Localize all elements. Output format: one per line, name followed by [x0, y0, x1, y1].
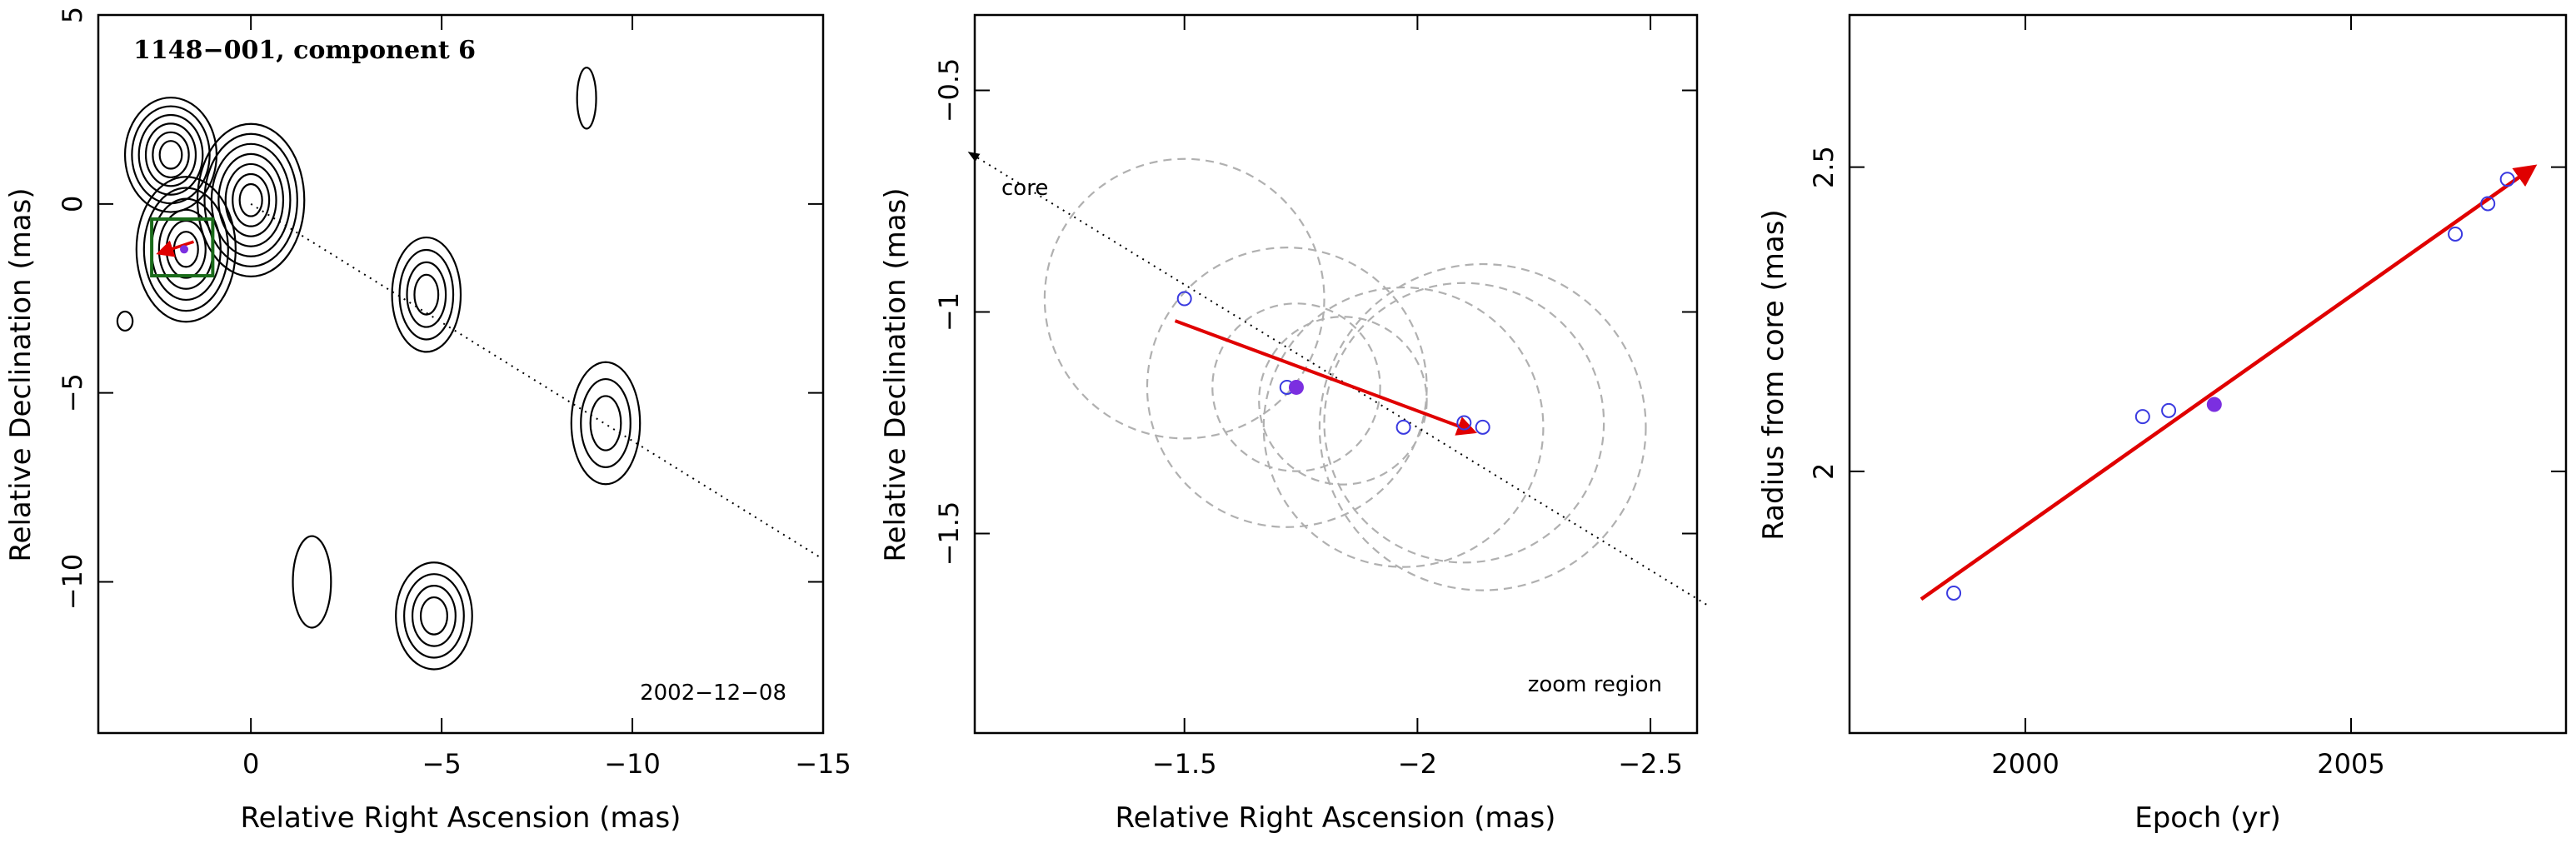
y-tick-label: 0: [57, 196, 88, 212]
y-tick-label: 2.5: [1808, 146, 1840, 188]
circle-layer: [1043, 157, 1647, 591]
data-point-open: [2499, 172, 2515, 187]
overlay-layer: [1920, 164, 2538, 601]
y-tick-label: −5: [57, 373, 88, 412]
data-point-open: [1456, 415, 1472, 431]
contour-knot-4: [580, 377, 632, 468]
contour-knot-3: [413, 273, 440, 316]
contour-core: [224, 162, 277, 237]
contour-knot-1: [158, 140, 183, 170]
contour-knot-5: [419, 596, 448, 636]
date-label: 2002−12−08: [640, 681, 786, 706]
y-tick-label: −1: [933, 292, 965, 332]
y-tick-label: 5: [57, 7, 88, 23]
zoom-box: [150, 217, 215, 278]
data-point-filled: [1288, 379, 1304, 395]
contour-knot-7: [576, 67, 597, 130]
panel-zoom: core zoom region Relative Right Ascensio…: [879, 13, 1707, 835]
fit-circle: [1146, 247, 1428, 528]
contour-core: [217, 152, 285, 247]
fit-circle: [1262, 286, 1545, 568]
x-tick-label: −10: [604, 748, 661, 780]
data-point-open: [2134, 409, 2150, 425]
x-axis-label: Relative Right Ascension (mas): [1116, 801, 1556, 835]
contour-core: [232, 172, 271, 227]
zoom-region-annotation: zoom region: [1528, 672, 1662, 697]
plot-frame: [97, 13, 825, 735]
contour-knot-1: [123, 97, 218, 213]
contour-knot-3: [391, 236, 462, 353]
component-point: [180, 245, 189, 254]
contour-knot-1: [144, 122, 197, 187]
contour-knot-5: [411, 585, 457, 647]
y-ticks: 22.5: [1808, 146, 2566, 480]
contour-core: [203, 132, 298, 267]
data-point-open: [1946, 585, 1962, 601]
y-tick-label: −10: [57, 554, 88, 611]
fit-circle: [1318, 262, 1647, 591]
contour-knot-1: [131, 105, 211, 205]
contour-core: [238, 182, 263, 217]
panel-contour-map: 1148−001, component 6 2002−12−08 Relativ…: [4, 7, 851, 835]
data-point-open: [2161, 402, 2177, 418]
fit-line: [1920, 164, 2538, 601]
x-tick-label: −2: [1398, 748, 1437, 780]
contour-knot-6: [292, 535, 332, 629]
x-tick-label: −5: [422, 748, 462, 780]
contour-knot-1: [137, 113, 204, 196]
contour-knot-3: [406, 261, 447, 328]
y-tick-label: −1.5: [933, 501, 965, 566]
y-tick-label: 2: [1808, 463, 1840, 480]
plot-frame: [973, 13, 1699, 735]
contour-knot-8: [116, 310, 134, 332]
x-axis-label: Relative Right Ascension (mas): [241, 801, 681, 835]
data-point-open: [2448, 226, 2464, 242]
contour-knot-5: [395, 561, 473, 671]
contour-component-6: [135, 176, 237, 323]
panel-radius-epoch: Epoch (yr) Radius from core (mas) 2000 20…: [1757, 13, 2568, 835]
y-axis-label: Relative Declination (mas): [4, 187, 37, 561]
x-tick-label: 0: [242, 748, 259, 780]
overlay-layer: [967, 152, 1707, 606]
y-ticks: −0.5 −1 −1.5: [933, 58, 1697, 566]
data-point-open: [1176, 291, 1192, 307]
contour-component-6: [142, 187, 229, 312]
x-axis-label: Epoch (yr): [2134, 801, 2281, 835]
y-axis-label: Relative Declination (mas): [879, 187, 912, 561]
x-ticks: −1.5 −2 −2.5: [1152, 15, 1683, 780]
y-axis-label: Radius from core (mas): [1757, 209, 1790, 540]
x-ticks: 0 −5 −10 −15: [242, 15, 851, 780]
contour-knot-4: [589, 395, 622, 451]
x-tick-label: 2005: [2317, 748, 2384, 780]
panel-title: 1148−001, component 6: [133, 36, 476, 65]
fit-circle: [1043, 157, 1325, 440]
fit-circle: [1211, 302, 1381, 472]
plot-frame: [1848, 13, 2568, 735]
core-direction-line: [967, 152, 1707, 606]
contour-layer: [116, 67, 642, 671]
y-tick-label: −0.5: [933, 58, 965, 123]
fit-circle: [1258, 316, 1428, 486]
contour-knot-4: [570, 361, 642, 486]
contour-knot-5: [403, 573, 465, 659]
data-point-open: [2480, 196, 2496, 212]
data-point-open: [1395, 419, 1411, 435]
motion-vector: [156, 240, 195, 257]
y-ticks: 5 0 −5 −10: [57, 7, 823, 610]
data-point-filled: [2206, 397, 2222, 412]
x-tick-label: −2.5: [1618, 748, 1683, 780]
contour-knot-3: [398, 248, 455, 341]
fit-circle: [1323, 282, 1605, 564]
x-tick-label: 2000: [1991, 748, 2059, 780]
motion-vector: [1174, 319, 1478, 436]
x-tick-label: −1.5: [1152, 748, 1217, 780]
contour-knot-1: [152, 131, 190, 179]
x-tick-label: −15: [795, 748, 851, 780]
overlay-layer: [150, 202, 824, 561]
jet-direction-line: [250, 202, 824, 561]
data-point-open: [1475, 419, 1490, 435]
x-ticks: 2000 2005: [1991, 15, 2385, 780]
